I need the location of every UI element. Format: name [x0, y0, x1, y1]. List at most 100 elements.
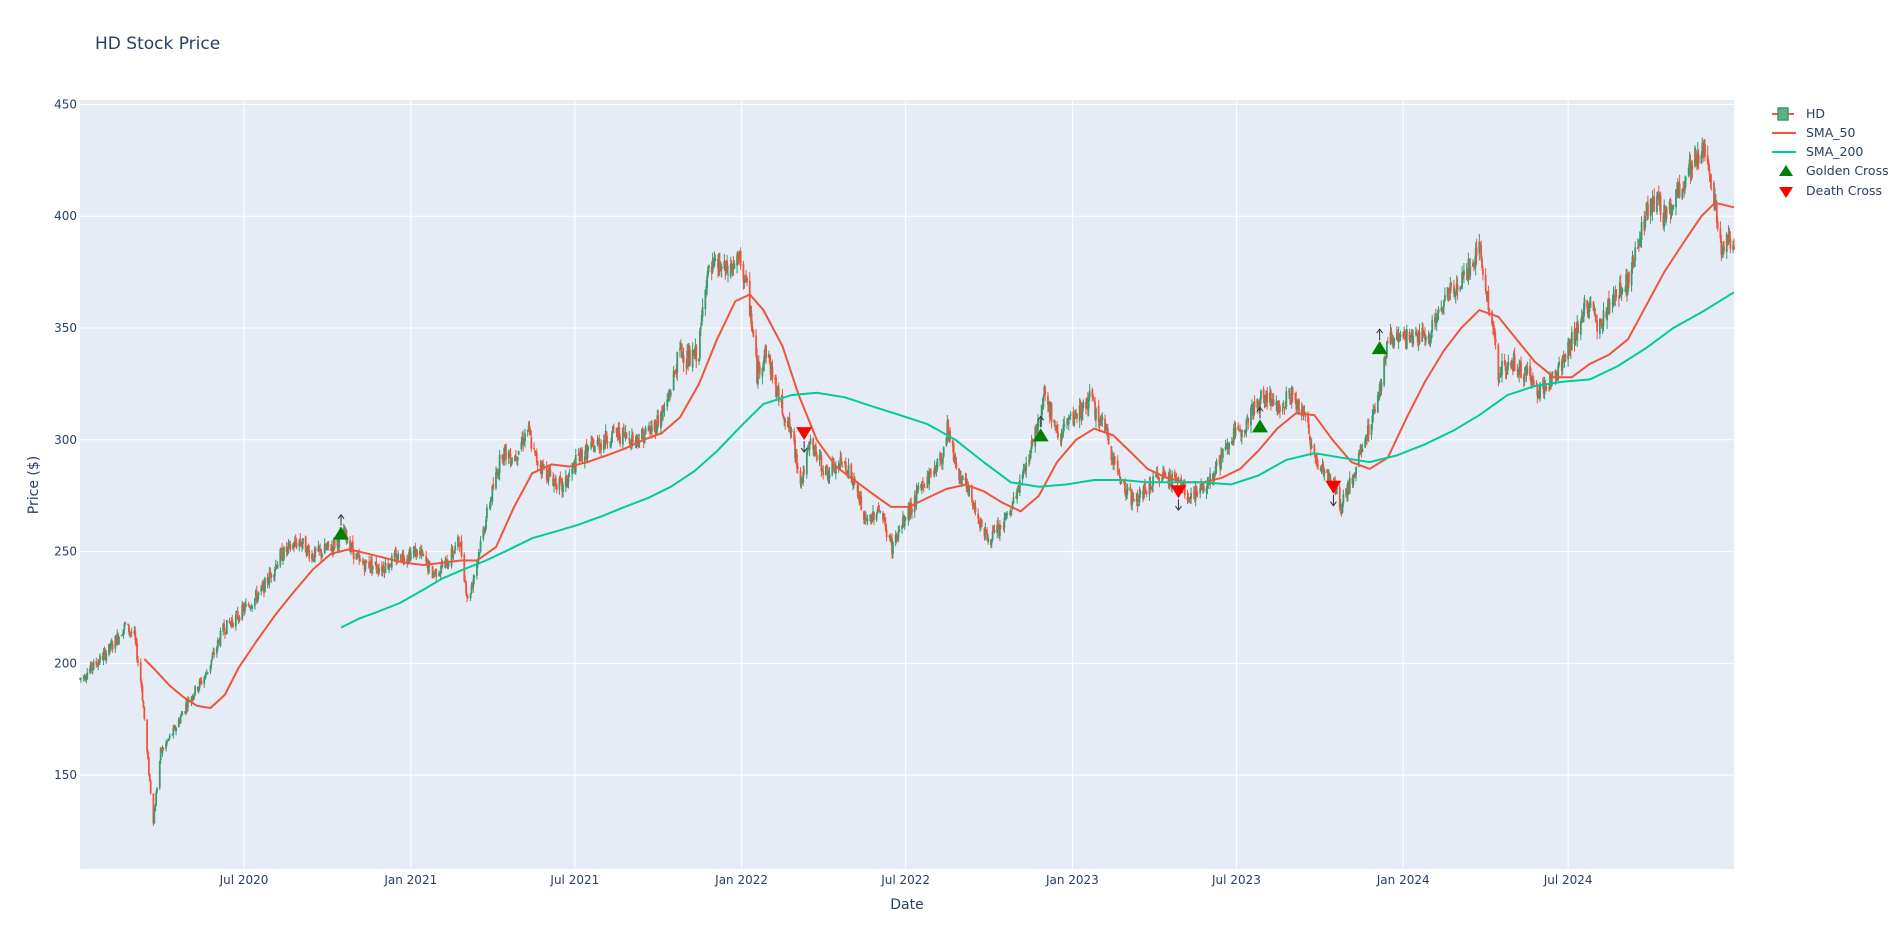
candle[interactable] [270, 572, 273, 583]
candle[interactable] [1054, 420, 1057, 431]
candle[interactable] [1018, 474, 1021, 497]
candle[interactable] [161, 745, 164, 757]
candle[interactable] [1359, 443, 1362, 455]
candle[interactable] [1600, 318, 1603, 329]
candle[interactable] [838, 463, 841, 469]
candle[interactable] [503, 447, 506, 467]
candle[interactable] [471, 582, 474, 590]
candle[interactable] [814, 444, 816, 456]
candle[interactable] [1612, 286, 1615, 308]
candle[interactable] [212, 647, 215, 656]
candle[interactable] [539, 459, 542, 474]
candle[interactable] [1086, 392, 1089, 417]
candle[interactable] [714, 254, 717, 262]
candle[interactable] [967, 481, 970, 496]
cross-markers[interactable] [333, 328, 1388, 540]
candle[interactable] [1588, 301, 1590, 320]
candle[interactable] [1126, 483, 1129, 496]
candle[interactable] [321, 552, 323, 560]
candle[interactable] [1376, 391, 1379, 414]
candle[interactable] [1224, 439, 1227, 452]
candle[interactable] [866, 514, 869, 526]
candle[interactable] [149, 779, 152, 795]
candle[interactable] [1228, 441, 1231, 456]
candle[interactable] [260, 584, 263, 596]
candle[interactable] [1358, 449, 1361, 456]
candle[interactable] [1653, 188, 1656, 213]
candle[interactable] [231, 614, 234, 628]
candle[interactable] [330, 544, 332, 552]
candle[interactable] [802, 465, 805, 487]
candle[interactable] [1448, 287, 1451, 301]
candle[interactable] [1308, 417, 1310, 435]
candle[interactable] [320, 548, 322, 562]
candle[interactable] [732, 256, 735, 276]
candle[interactable] [1253, 395, 1256, 415]
candle[interactable] [374, 561, 377, 566]
candle[interactable] [223, 619, 226, 631]
candle[interactable] [98, 658, 100, 665]
candle[interactable] [1244, 429, 1247, 435]
candle[interactable] [1237, 422, 1240, 431]
candle[interactable] [1485, 291, 1488, 302]
candle[interactable] [251, 605, 254, 613]
candle[interactable] [473, 574, 476, 584]
candle[interactable] [1511, 357, 1513, 369]
candle[interactable] [783, 416, 786, 427]
candle[interactable] [985, 529, 988, 534]
candle[interactable] [1385, 341, 1388, 360]
candle[interactable] [821, 467, 824, 472]
candle[interactable] [808, 441, 811, 457]
candle[interactable] [803, 465, 806, 476]
candle[interactable] [198, 678, 201, 691]
candle[interactable] [1666, 206, 1668, 219]
candle[interactable] [1194, 481, 1197, 507]
candle[interactable] [596, 435, 599, 447]
candle[interactable] [736, 251, 738, 274]
candle[interactable] [1601, 323, 1604, 334]
candle[interactable] [1277, 400, 1280, 416]
candle[interactable] [452, 554, 455, 561]
candle[interactable] [454, 541, 457, 554]
candle[interactable] [737, 250, 739, 264]
candle[interactable] [1646, 201, 1648, 221]
candle[interactable] [1525, 364, 1528, 383]
candle[interactable] [130, 627, 133, 637]
candle[interactable] [1398, 332, 1401, 343]
candle[interactable] [521, 431, 524, 447]
candle[interactable] [774, 374, 777, 385]
candle[interactable] [603, 434, 606, 449]
candle[interactable] [681, 351, 684, 363]
candle[interactable] [1082, 399, 1085, 412]
candle[interactable] [929, 469, 932, 477]
candle[interactable] [1050, 402, 1053, 429]
candle[interactable] [1631, 250, 1634, 274]
candle[interactable] [1504, 360, 1507, 379]
candle[interactable] [844, 457, 847, 476]
candle[interactable] [89, 665, 91, 675]
candle[interactable] [758, 362, 761, 379]
candle[interactable] [319, 543, 322, 552]
candle[interactable] [1561, 354, 1564, 375]
candle[interactable] [1029, 447, 1032, 460]
candle[interactable] [1467, 252, 1470, 285]
candle[interactable] [336, 538, 339, 551]
candle[interactable] [1285, 386, 1288, 410]
candle[interactable] [1617, 294, 1620, 307]
candle[interactable] [166, 740, 168, 747]
candle[interactable] [1136, 489, 1139, 513]
candle[interactable] [1573, 321, 1576, 352]
candle[interactable] [1348, 471, 1351, 495]
candle[interactable] [621, 427, 624, 449]
candle[interactable] [1652, 195, 1655, 205]
candle[interactable] [510, 457, 513, 467]
candle[interactable] [1281, 402, 1284, 415]
candle[interactable] [1005, 512, 1008, 521]
candle[interactable] [1386, 336, 1389, 344]
candle[interactable] [384, 558, 387, 574]
candle[interactable] [381, 564, 384, 577]
candle[interactable] [609, 441, 612, 449]
candle[interactable] [185, 699, 187, 716]
candle[interactable] [1297, 399, 1299, 411]
candle[interactable] [453, 549, 456, 554]
